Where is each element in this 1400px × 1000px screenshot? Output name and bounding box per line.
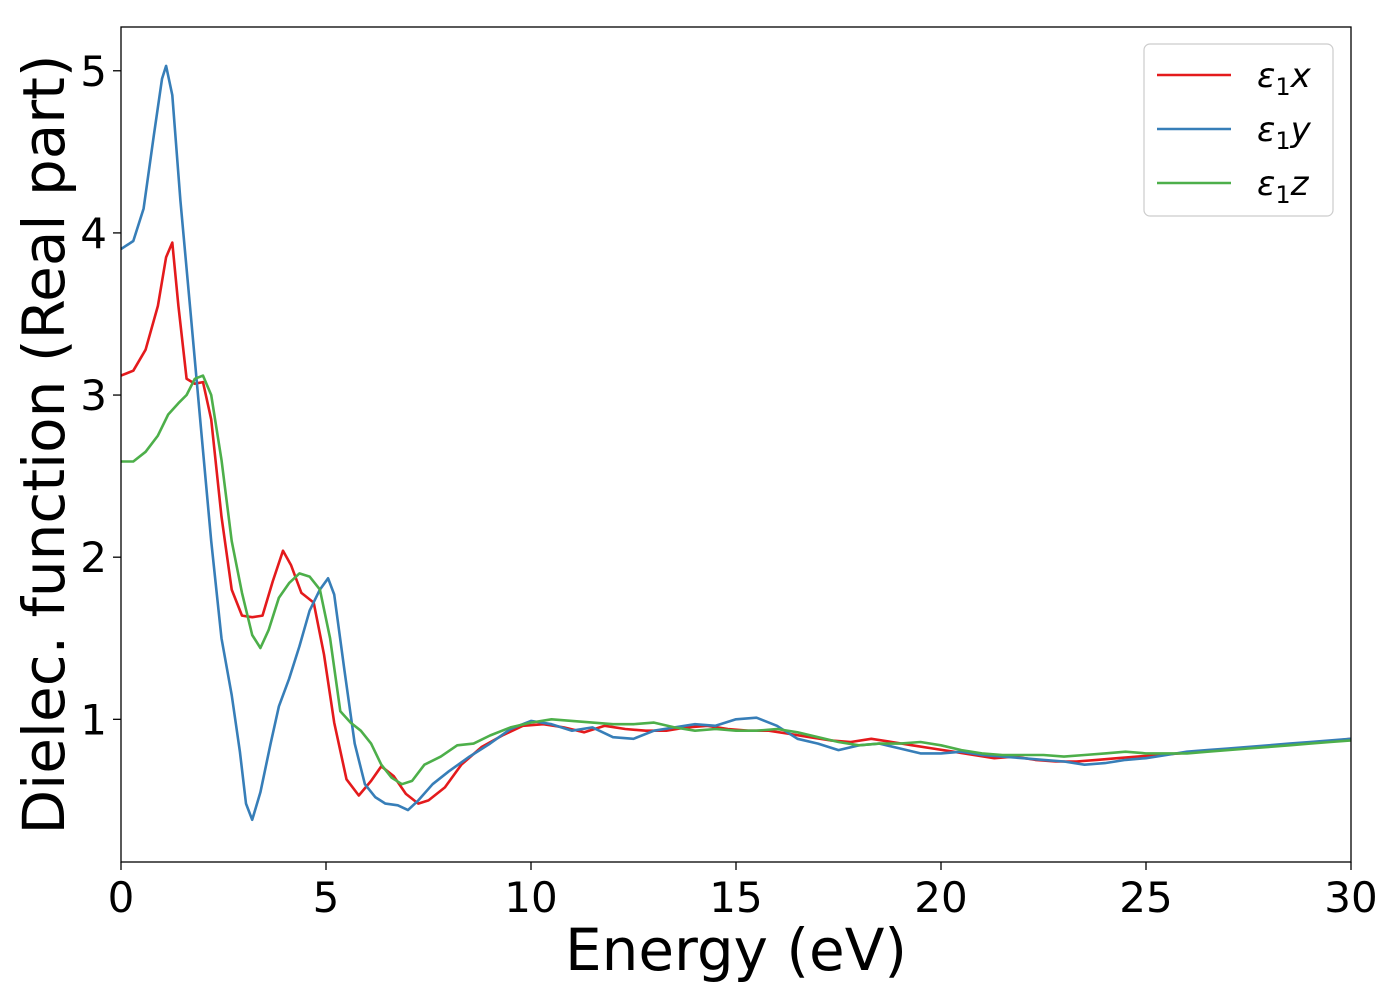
y-tick-label: 2: [80, 533, 107, 582]
series-line-2: [121, 374, 1352, 786]
x-tick-label: 30: [1324, 873, 1377, 922]
y-tick-label: 5: [80, 47, 107, 96]
y-axis-label: Dielec. function (Real part): [10, 54, 78, 834]
legend: ε1x ε1y ε1z: [1143, 43, 1334, 217]
y-tick-label: 1: [80, 695, 107, 744]
series-layer: [120, 64, 1352, 822]
y-tick-label: 4: [80, 209, 107, 258]
x-tick-label: 10: [504, 873, 557, 922]
x-tick-label: 15: [709, 873, 762, 922]
legend-box: [1143, 43, 1334, 217]
x-axis-label: Energy (eV): [565, 916, 907, 984]
legend-label-2: ε1z: [1257, 164, 1310, 209]
legend-label-1: ε1y: [1257, 110, 1312, 155]
legend-label-0: ε1x: [1257, 56, 1312, 101]
x-tick-label: 5: [313, 873, 340, 922]
x-tick-label: 0: [108, 873, 135, 922]
y-axis-ticks: 1 2 3 4 5: [80, 47, 121, 744]
series-line-1: [120, 64, 1352, 822]
x-tick-label: 25: [1119, 873, 1172, 922]
x-tick-label: 20: [914, 873, 967, 922]
x-axis-ticks: 0 5 10 15 20 25 30: [108, 862, 1378, 922]
y-tick-label: 3: [80, 371, 107, 420]
